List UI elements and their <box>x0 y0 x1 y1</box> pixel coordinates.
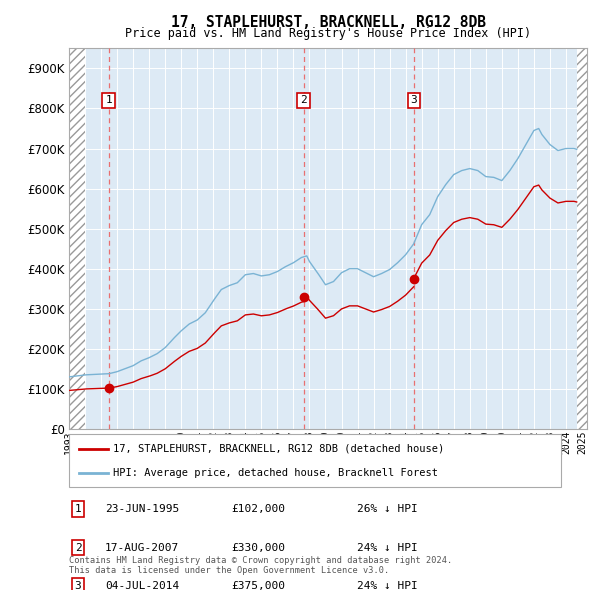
Text: This data is licensed under the Open Government Licence v3.0.: This data is licensed under the Open Gov… <box>69 566 389 575</box>
Text: £102,000: £102,000 <box>231 504 285 514</box>
Text: 1: 1 <box>105 96 112 106</box>
Text: HPI: Average price, detached house, Bracknell Forest: HPI: Average price, detached house, Brac… <box>113 468 438 478</box>
Text: 24% ↓ HPI: 24% ↓ HPI <box>357 581 418 590</box>
Text: 1: 1 <box>74 504 82 514</box>
Text: Contains HM Land Registry data © Crown copyright and database right 2024.: Contains HM Land Registry data © Crown c… <box>69 556 452 565</box>
Text: 17-AUG-2007: 17-AUG-2007 <box>105 543 179 553</box>
Text: Price paid vs. HM Land Registry's House Price Index (HPI): Price paid vs. HM Land Registry's House … <box>125 27 531 40</box>
Bar <box>577 48 587 429</box>
Text: 24% ↓ HPI: 24% ↓ HPI <box>357 543 418 553</box>
FancyBboxPatch shape <box>69 434 561 487</box>
Text: 23-JUN-1995: 23-JUN-1995 <box>105 504 179 514</box>
Text: 17, STAPLEHURST, BRACKNELL, RG12 8DB (detached house): 17, STAPLEHURST, BRACKNELL, RG12 8DB (de… <box>113 444 445 454</box>
Bar <box>69 48 85 429</box>
Text: 3: 3 <box>74 581 82 590</box>
Text: £330,000: £330,000 <box>231 543 285 553</box>
Text: 2: 2 <box>300 96 307 106</box>
Text: £375,000: £375,000 <box>231 581 285 590</box>
Text: 17, STAPLEHURST, BRACKNELL, RG12 8DB: 17, STAPLEHURST, BRACKNELL, RG12 8DB <box>171 15 486 30</box>
Text: 3: 3 <box>410 96 417 106</box>
Text: 04-JUL-2014: 04-JUL-2014 <box>105 581 179 590</box>
Text: 2: 2 <box>74 543 82 553</box>
Text: 26% ↓ HPI: 26% ↓ HPI <box>357 504 418 514</box>
